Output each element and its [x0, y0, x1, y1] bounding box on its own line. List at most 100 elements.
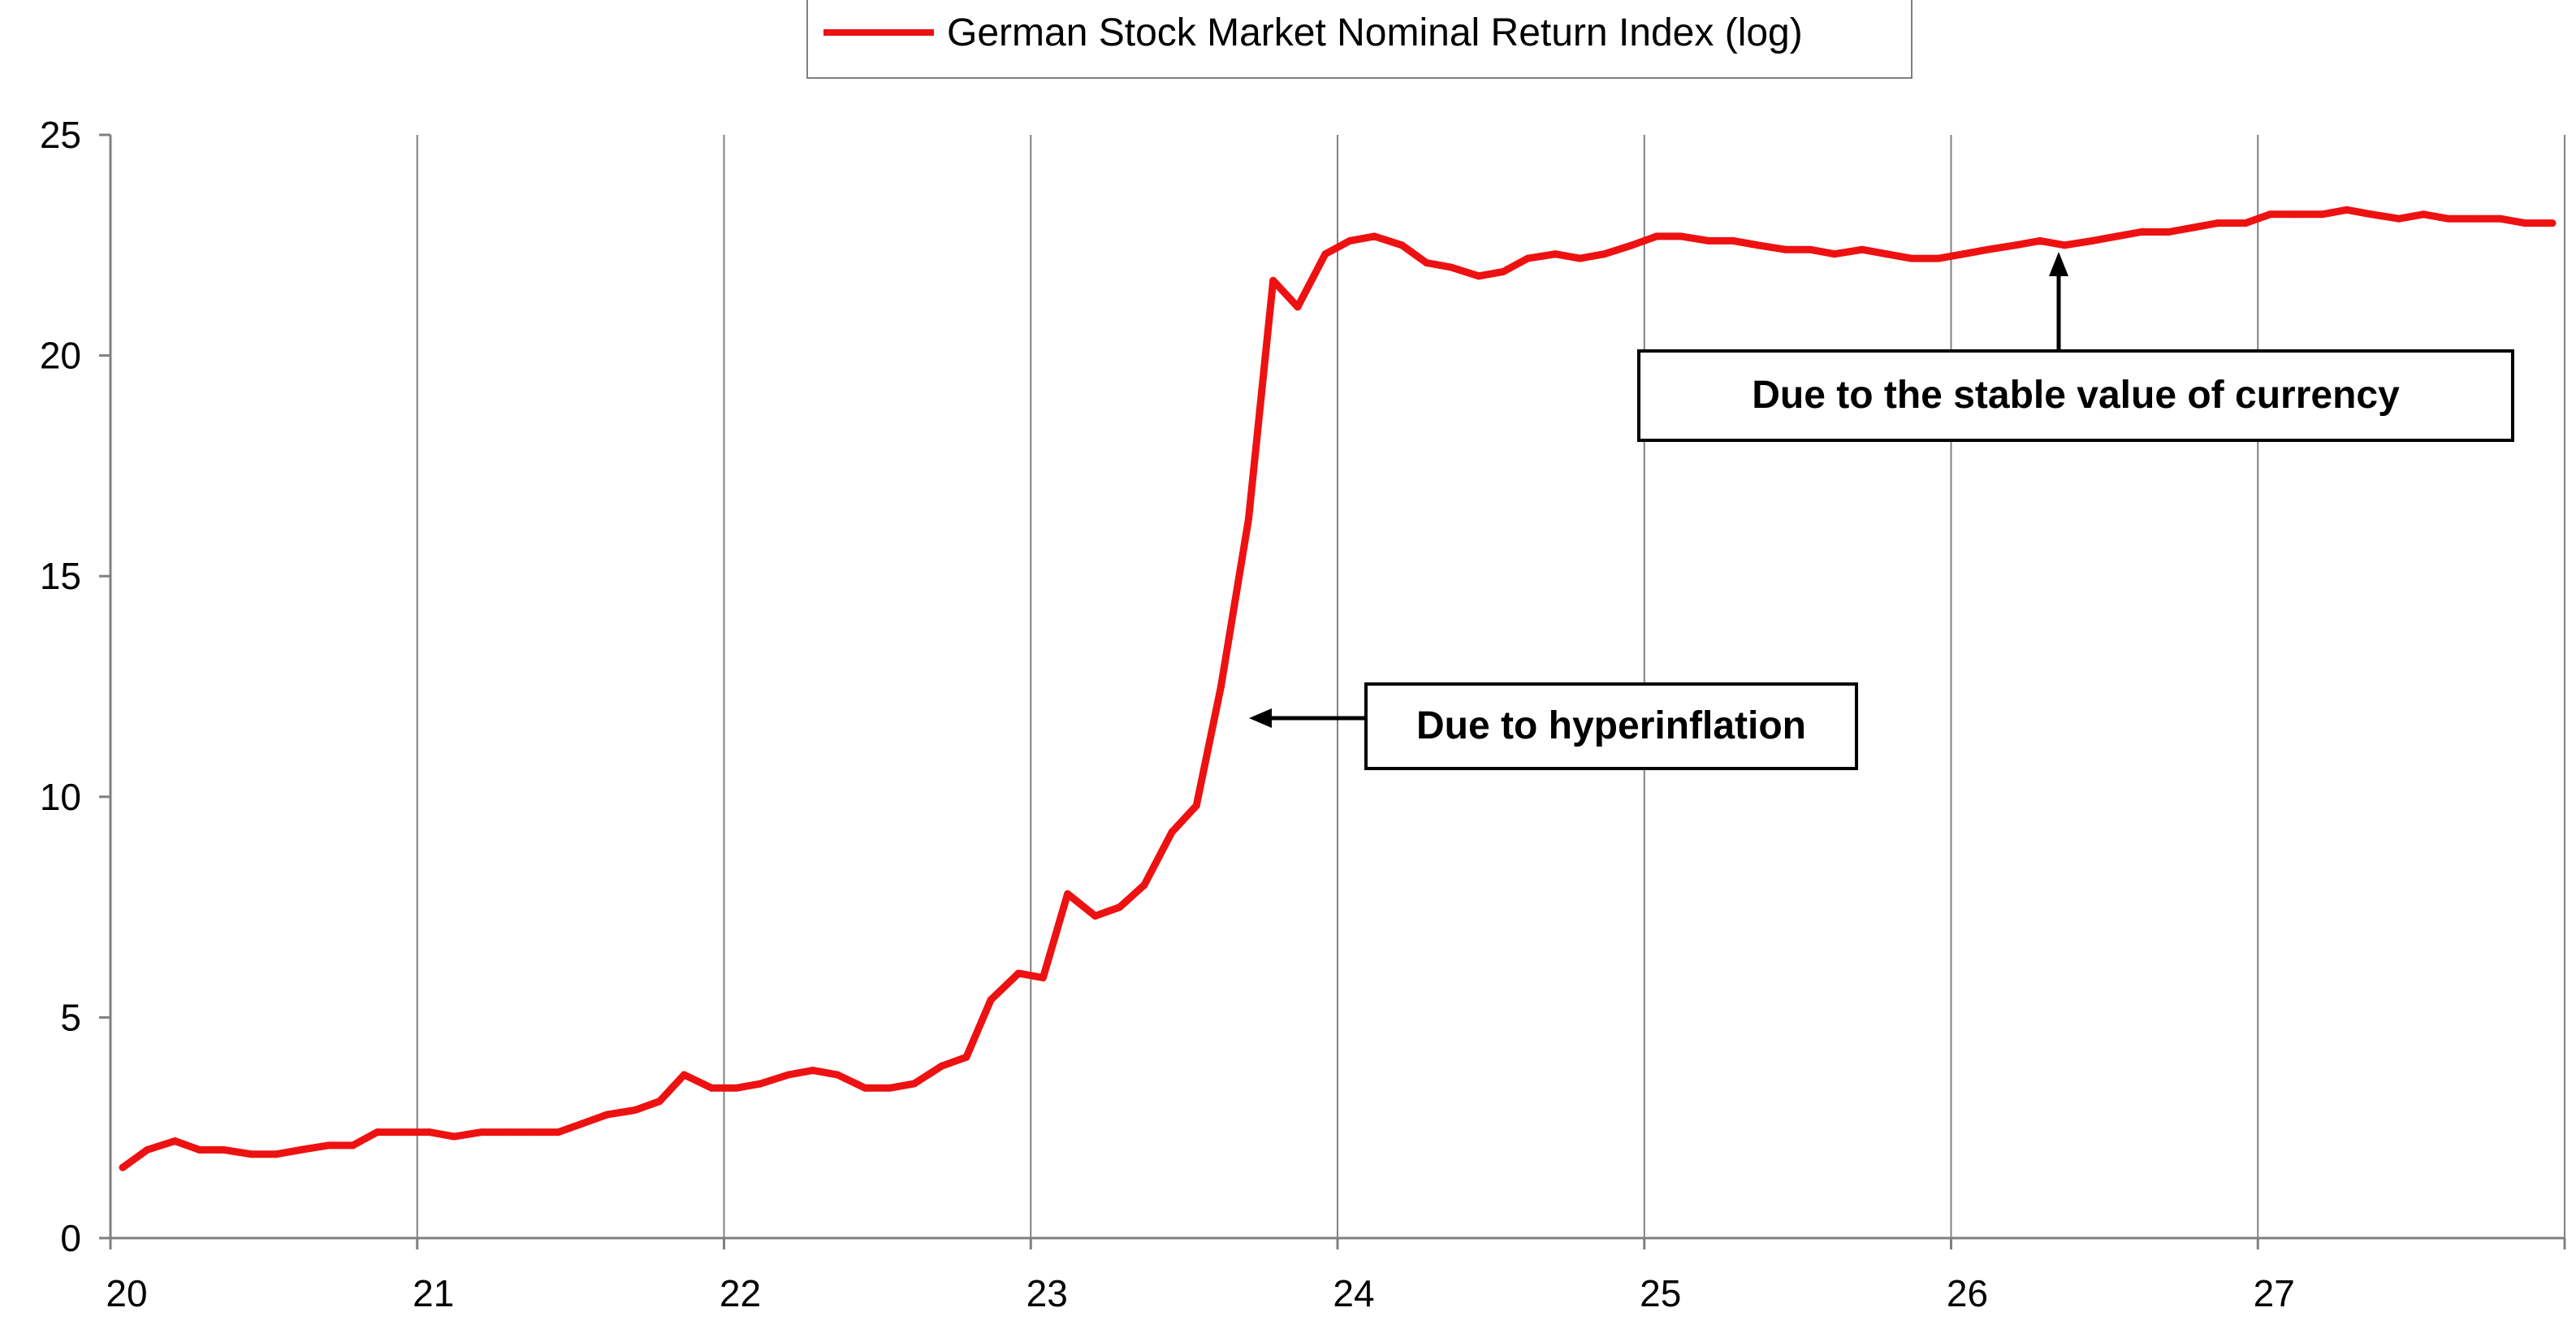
- data-point: [861, 1084, 869, 1092]
- data-point: [2012, 241, 2020, 249]
- data-point: [555, 1128, 563, 1137]
- data-point: [1039, 974, 1047, 982]
- data-point: [1830, 250, 1839, 258]
- data-point: [1116, 903, 1124, 911]
- data-point: [1782, 245, 1790, 253]
- legend-label: German Stock Market Nominal Return Index…: [947, 11, 1803, 54]
- data-point: [2112, 232, 2120, 240]
- data-point: [1551, 250, 1559, 258]
- data-point: [809, 1067, 817, 1075]
- annotation-hyperinflation: Due to hyperinflation: [1249, 682, 1858, 770]
- y-tick-label-5: 5: [60, 996, 81, 1038]
- legend: German Stock Market Nominal Return Index…: [806, 0, 1913, 79]
- data-point: [2036, 236, 2044, 245]
- data-point: [1168, 828, 1176, 836]
- y-tick-label-25: 25: [40, 114, 81, 156]
- x-tick-label-26: 26: [1947, 1272, 1988, 1314]
- x-tick-label-22: 22: [720, 1272, 761, 1314]
- data-point: [2291, 210, 2299, 219]
- data-point: [2367, 210, 2375, 219]
- data-point: [1294, 303, 1302, 311]
- data-point: [757, 1080, 765, 1088]
- data-point: [733, 1084, 741, 1092]
- annotation-stable-currency-box: [1637, 349, 2514, 442]
- data-point: [1447, 263, 1455, 271]
- legend-box: [806, 0, 1913, 79]
- data-point: [1705, 236, 1713, 245]
- data-point: [962, 1053, 970, 1061]
- data-point: [248, 1150, 256, 1158]
- tick-labels: 0 5 10 15 20 25 20 21 22 23 24 25 26 27: [40, 114, 2295, 1314]
- data-point: [938, 1062, 946, 1070]
- data-point: [1653, 232, 1661, 240]
- series-layer: [119, 206, 2557, 1171]
- data-point: [2266, 210, 2274, 219]
- data-point: [374, 1128, 382, 1137]
- data-point: [1806, 245, 1814, 253]
- data-point: [450, 1132, 458, 1141]
- data-point: [478, 1128, 486, 1137]
- data-point: [1423, 259, 1431, 267]
- data-point: [1014, 969, 1022, 977]
- data-point: [2088, 236, 2096, 245]
- annotation-hyperinflation-text: Due to hyperinflation: [1416, 704, 1806, 747]
- data-point: [1370, 232, 1378, 240]
- data-point: [171, 1137, 179, 1145]
- data-point: [1628, 241, 1636, 249]
- data-point: [2496, 214, 2505, 223]
- y-tick-label-15: 15: [40, 555, 81, 597]
- data-point: [1192, 802, 1200, 810]
- x-tick-label-25: 25: [1640, 1272, 1681, 1314]
- gridlines: [416, 135, 2565, 1238]
- data-point: [527, 1128, 535, 1137]
- data-point: [1475, 272, 1483, 280]
- x-tick-label-24: 24: [1333, 1272, 1374, 1314]
- data-point: [1140, 881, 1148, 889]
- data-point: [1907, 254, 1915, 262]
- data-point: [1960, 250, 1968, 258]
- axes: [99, 133, 2566, 1249]
- data-point: [1064, 890, 1072, 898]
- data-point: [1321, 250, 1329, 258]
- data-point: [143, 1145, 151, 1154]
- data-point: [2165, 228, 2173, 236]
- data-point: [220, 1145, 228, 1154]
- data-point: [1398, 241, 1406, 249]
- annotation-stable-currency-arrowhead: [2049, 252, 2068, 276]
- data-point: [1575, 254, 1584, 262]
- data-point: [296, 1145, 305, 1154]
- annotation-hyperinflation-box: [1364, 682, 1858, 770]
- data-point: [603, 1111, 612, 1119]
- data-point: [2419, 210, 2427, 219]
- data-point: [2137, 228, 2146, 236]
- data-point: [987, 996, 995, 1004]
- data-point: [579, 1119, 587, 1128]
- data-point: [2548, 219, 2557, 227]
- y-tick-label-10: 10: [40, 776, 81, 818]
- data-point: [324, 1141, 332, 1150]
- data-point: [2521, 219, 2529, 227]
- x-tick-label-20: 20: [106, 1272, 147, 1314]
- data-point: [784, 1071, 793, 1079]
- x-tick-label-23: 23: [1027, 1272, 1068, 1314]
- data-point: [910, 1080, 918, 1088]
- data-point: [2189, 223, 2198, 232]
- data-point: [2444, 214, 2452, 223]
- data-point: [1858, 245, 1866, 253]
- data-point: [1984, 245, 1992, 253]
- data-point: [707, 1084, 715, 1092]
- data-point: [885, 1084, 893, 1092]
- series-line-0: [119, 206, 2557, 1171]
- data-point: [655, 1098, 663, 1106]
- data-point: [2319, 210, 2327, 219]
- data-point: [2471, 214, 2479, 223]
- annotation-stable-currency-text: Due to the stable value of currency: [1752, 374, 2400, 417]
- data-point: [1677, 232, 1685, 240]
- data-point: [2241, 219, 2250, 227]
- data-point: [272, 1150, 280, 1158]
- y-tick-label-0: 0: [60, 1217, 81, 1259]
- data-point: [426, 1128, 434, 1137]
